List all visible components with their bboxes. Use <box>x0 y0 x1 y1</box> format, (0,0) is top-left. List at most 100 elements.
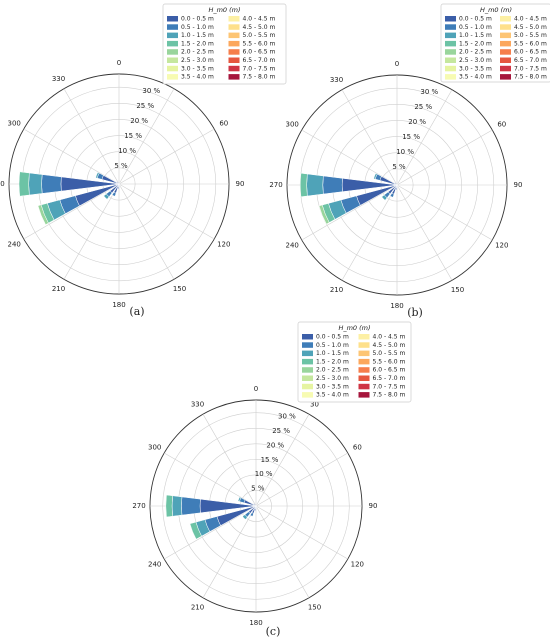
windrose-bar-segment <box>103 193 110 200</box>
legend-entry: 0.0 - 0.5 m <box>181 16 214 23</box>
legend-entry: 7.5 - 8.0 m <box>514 74 547 81</box>
windrose-bar-segment <box>237 496 242 502</box>
windrose-bar-segment <box>394 182 398 186</box>
angular-grid-line <box>118 183 215 240</box>
legend-swatch <box>167 24 178 30</box>
radial-label: 15 % <box>402 133 420 141</box>
legend-swatch <box>302 383 313 390</box>
windrose-bar-segment <box>111 191 117 197</box>
legend-swatch <box>228 57 240 63</box>
legend-swatch <box>500 65 511 72</box>
direction-label-150: 150 <box>173 285 186 293</box>
legend-entry: 6.0 - 6.5 m <box>514 49 547 56</box>
legend-entry: 6.5 - 7.0 m <box>243 57 276 64</box>
windrose-bar-segment <box>28 172 43 196</box>
legend-swatch <box>358 350 370 357</box>
direction-label-300: 300 <box>286 121 299 129</box>
legend-swatch <box>228 16 240 22</box>
legend-entry: 0.5 - 1.0 m <box>316 342 349 349</box>
radial-label: 20 % <box>266 441 284 449</box>
legend-swatch <box>228 40 240 47</box>
legend-entry: 5.5 - 6.0 m <box>243 40 276 47</box>
legend: H_m0 (m) 0.0 - 0.5 m0.5 - 1.0 m1.0 - 1.5 … <box>162 3 287 85</box>
legend-entry: 1.0 - 1.5 m <box>181 32 214 39</box>
legend-swatch <box>500 74 511 80</box>
angular-grid-line <box>23 183 120 240</box>
direction-label-60: 60 <box>219 120 228 128</box>
direction-label-240: 240 <box>148 561 161 569</box>
legend-entry: 1.0 - 1.5 m <box>316 350 349 357</box>
panel-caption: (b) <box>407 306 423 319</box>
angular-grid-line <box>255 505 310 598</box>
legend-swatch <box>445 24 456 30</box>
windrose-bar-segment <box>116 181 120 185</box>
direction-label-150: 150 <box>308 603 321 611</box>
direction-label-330: 330 <box>52 75 65 83</box>
angular-grid-line <box>255 505 348 560</box>
legend-swatch <box>445 16 456 22</box>
angular-grid-line <box>118 88 175 185</box>
direction-label-150: 150 <box>451 286 464 294</box>
legend-title: H_m0 (m) <box>480 6 512 14</box>
direction-label-300: 300 <box>8 120 21 128</box>
windrose-bar-segment <box>306 173 324 197</box>
windrose-bar-segment <box>189 521 202 540</box>
angular-grid-line <box>396 89 453 186</box>
windrose-bar-segment <box>118 183 121 187</box>
legend-swatch <box>358 375 370 381</box>
direction-label-240: 240 <box>8 241 21 249</box>
angular-grid-line <box>255 414 310 507</box>
windrose-bar-segment <box>118 182 121 185</box>
legend: H_m0 (m) 0.0 - 0.5 m0.5 - 1.0 m1.0 - 1.5 … <box>297 321 412 403</box>
legend-entry: 1.0 - 1.5 m <box>459 32 492 39</box>
direction-label-30: 30 <box>310 401 319 409</box>
radial-label: 30 % <box>142 87 160 95</box>
legend-swatch <box>302 392 313 398</box>
radial-label: 5 % <box>114 162 128 170</box>
legend-entry: 6.0 - 6.5 m <box>373 367 406 374</box>
legend-entry: 7.0 - 7.5 m <box>514 65 547 72</box>
legend-swatch <box>500 32 511 39</box>
legend-swatch <box>302 375 313 381</box>
legend-swatch <box>167 57 178 63</box>
direction-label-210: 210 <box>330 286 343 294</box>
angular-grid-line <box>118 183 175 280</box>
direction-label-120: 120 <box>495 242 508 250</box>
angular-grid-line <box>396 184 453 281</box>
legend-swatch <box>302 342 313 348</box>
angular-grid-line <box>301 129 398 186</box>
legend-entry: 6.0 - 6.5 m <box>243 49 276 56</box>
legend-entry: 6.5 - 7.0 m <box>373 375 406 382</box>
direction-label-270: 270 <box>132 502 145 510</box>
legend-entry: 3.0 - 3.5 m <box>459 65 492 72</box>
direction-label-60: 60 <box>497 121 506 129</box>
legend-entry: 2.5 - 3.0 m <box>316 375 349 382</box>
direction-label-0: 0 <box>117 59 121 67</box>
legend-entry: 4.5 - 5.0 m <box>243 24 276 31</box>
windrose-bar-segment <box>255 505 258 509</box>
legend-swatch <box>228 65 240 72</box>
legend-entry: 7.5 - 8.0 m <box>243 74 276 81</box>
direction-label-120: 120 <box>217 241 230 249</box>
legend-swatch <box>500 49 511 55</box>
windrose-bar-segment <box>41 174 62 194</box>
windrose-bar-segment <box>171 495 183 517</box>
legend-swatch <box>445 65 456 72</box>
legend-entry: 0.0 - 0.5 m <box>459 16 492 23</box>
direction-label-0: 0 <box>254 385 258 393</box>
legend-entry: 0.5 - 1.0 m <box>181 24 214 31</box>
legend-swatch <box>302 358 313 365</box>
legend-swatch <box>445 74 456 80</box>
windrose-bar-segment <box>165 494 173 518</box>
legend-swatch <box>358 367 370 373</box>
legend-swatch <box>302 334 313 340</box>
direction-label-180: 180 <box>112 301 125 309</box>
direction-label-180: 180 <box>249 619 262 627</box>
direction-label-210: 210 <box>191 603 204 611</box>
legend-swatch <box>445 40 456 47</box>
legend-entry: 4.5 - 5.0 m <box>514 24 547 31</box>
radial-label: 30 % <box>420 88 438 96</box>
